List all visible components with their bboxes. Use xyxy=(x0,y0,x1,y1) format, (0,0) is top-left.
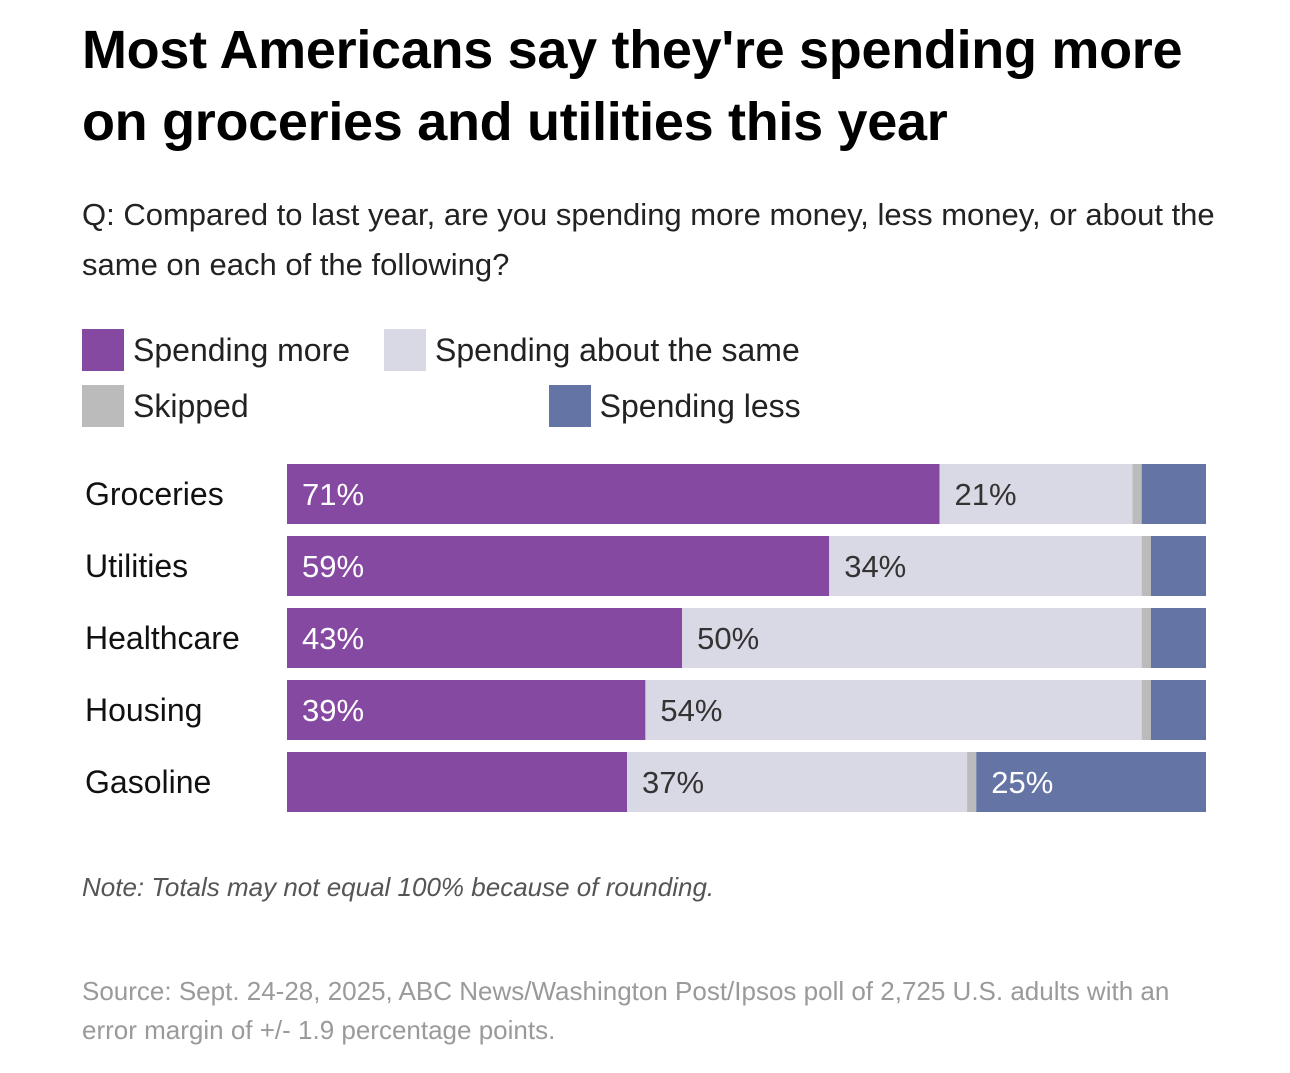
legend-label: Spending less xyxy=(599,387,801,424)
data-label: 43% xyxy=(302,621,364,656)
chart-source: Source: Sept. 24-28, 2025, ABC News/Wash… xyxy=(82,976,1170,1045)
data-label: 71% xyxy=(302,477,364,512)
legend-swatch xyxy=(384,329,427,371)
data-label: 50% xyxy=(697,621,759,656)
data-label: 59% xyxy=(302,549,364,584)
legend-swatch xyxy=(82,385,124,427)
category-label: Groceries xyxy=(85,476,224,512)
bar-segment xyxy=(976,752,1206,812)
data-label: 39% xyxy=(302,693,364,728)
bar-segment xyxy=(829,536,1142,596)
data-label: 34% xyxy=(844,549,906,584)
legend-label: Spending about the same xyxy=(435,331,800,368)
legend-item: Skipped xyxy=(82,384,249,428)
bar-segment xyxy=(1150,680,1206,740)
bar-segment xyxy=(1150,608,1206,668)
legend-item: Spending less xyxy=(548,384,801,428)
bar-segment xyxy=(1141,680,1151,740)
bar-segment xyxy=(1141,464,1206,524)
bar-segment xyxy=(1141,536,1151,596)
category-label: Utilities xyxy=(85,548,188,584)
bar-segment xyxy=(1141,608,1151,668)
bar-segment xyxy=(682,608,1142,668)
legend-item: Spending more xyxy=(82,328,350,372)
legend-swatch xyxy=(82,329,124,371)
legend-swatch xyxy=(548,385,591,427)
bar-segment xyxy=(1132,464,1142,524)
bar-segment xyxy=(287,752,628,812)
bar-segment xyxy=(939,464,1133,524)
bar-segment xyxy=(627,752,968,812)
category-label: Gasoline xyxy=(85,764,211,800)
bar-segment xyxy=(1150,536,1206,596)
chart-title: Most Americans say they're spending more… xyxy=(82,20,1183,152)
bar-segment xyxy=(287,464,940,524)
chart-note: Note: Totals may not equal 100% because … xyxy=(82,872,715,902)
legend-item: Spending about the same xyxy=(384,328,800,372)
legend-label: Spending more xyxy=(133,331,351,368)
category-label: Housing xyxy=(85,692,202,728)
data-label: 25% xyxy=(991,765,1053,800)
bar-segment xyxy=(287,536,830,596)
legend-label: Skipped xyxy=(133,387,249,424)
bar-segment xyxy=(645,680,1142,740)
category-label: Healthcare xyxy=(85,620,240,656)
data-label: 21% xyxy=(954,477,1016,512)
data-label: 37% xyxy=(642,765,704,800)
bar-segment xyxy=(967,752,977,812)
data-label: 54% xyxy=(660,693,722,728)
chart-subtitle: Q: Compared to last year, are you spendi… xyxy=(82,197,1215,282)
bar-segment xyxy=(287,608,683,668)
stacked-bar-chart: Groceries 71% 21% Utilities 59% 34% Healthcare… xyxy=(85,464,1206,812)
bar-segment xyxy=(287,680,646,740)
legend: Spending more Spending about the same Skip… xyxy=(82,328,1232,428)
